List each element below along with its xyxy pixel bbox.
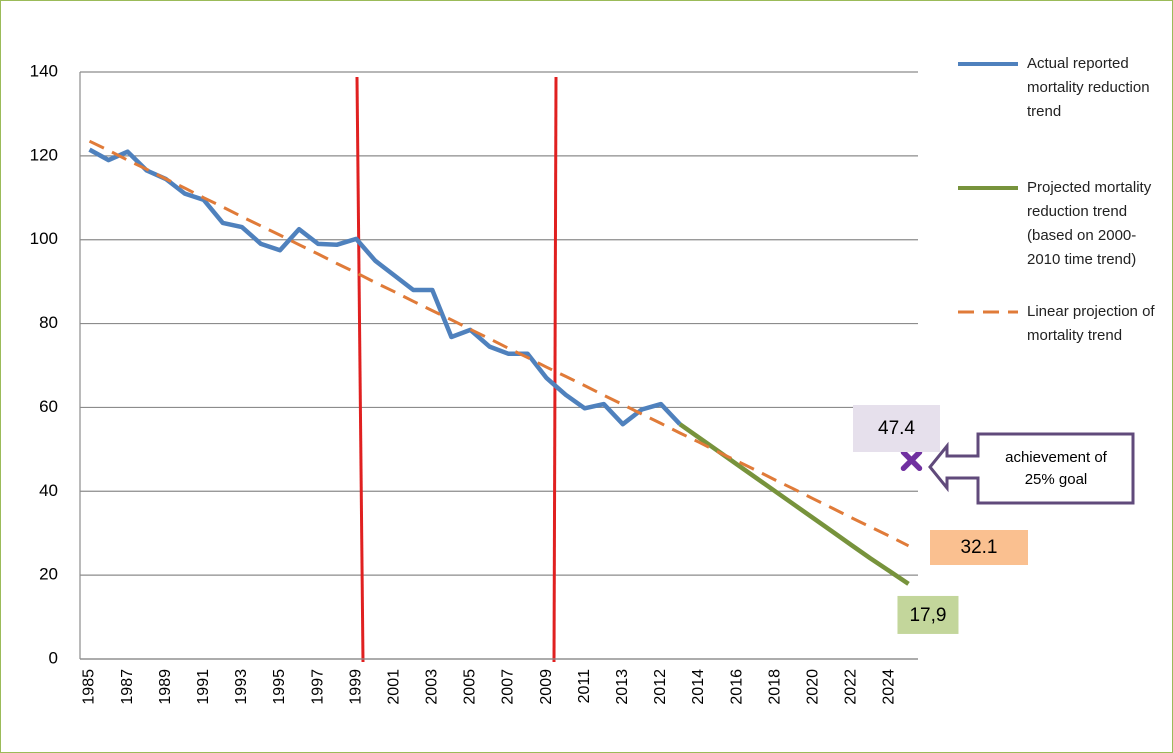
x-tick-label: 1989 — [157, 669, 174, 705]
x-tick-label: 1991 — [195, 669, 212, 705]
annotation: 32.1 — [930, 530, 1028, 565]
x-tick-label: 2009 — [538, 669, 555, 705]
x-tick-label: 2018 — [766, 669, 783, 705]
x-tick-label: 2012 — [652, 669, 669, 705]
x-tick-label: 2011 — [576, 669, 593, 704]
x-tick-label: 2016 — [728, 669, 745, 705]
x-tick-label: 2007 — [500, 669, 517, 705]
x-tick-label: 2024 — [881, 669, 898, 705]
y-tick-label: 0 — [49, 648, 58, 667]
legend-label: Linear projection of mortality trend — [1027, 303, 1155, 344]
x-tick-label: 2003 — [424, 669, 441, 705]
x-tick-label: 2020 — [804, 669, 821, 705]
series-line — [88, 139, 910, 548]
x-tick-label: 2013 — [614, 669, 631, 705]
x-tick-label: 2001 — [385, 669, 402, 705]
y-tick-label: 40 — [39, 481, 58, 500]
y-tick-label: 80 — [39, 313, 58, 332]
y-tick-label: 60 — [39, 397, 58, 416]
x-tick-label: 2005 — [462, 669, 479, 705]
value-label: 17,9 — [909, 605, 946, 626]
legend-label: Projected mortality reduction trend (bas… — [1027, 179, 1152, 268]
y-tick-label: 140 — [30, 61, 58, 80]
y-tick-label: 100 — [30, 229, 58, 248]
x-tick-label: 1999 — [347, 669, 364, 705]
x-tick-label: 1993 — [233, 669, 250, 705]
goal-marker — [900, 449, 923, 472]
x-tick-label: 1995 — [271, 669, 288, 705]
goal-label: 47.4 — [853, 405, 940, 452]
goal-note: achievement of 25% goal — [1005, 448, 1107, 488]
legend-label: Actual reported mortality reduction tren… — [1027, 55, 1150, 120]
marker-line — [552, 76, 558, 663]
x-tick-label: 2022 — [843, 669, 860, 705]
x-tick-label: 1987 — [119, 669, 136, 705]
x-tick-label: 1985 — [81, 669, 98, 705]
x-tick-label: 2014 — [690, 669, 707, 705]
goal-arrow — [928, 432, 1135, 505]
y-tick-label: 20 — [39, 565, 58, 584]
series-line — [88, 147, 682, 427]
y-tick-label: 120 — [30, 145, 58, 164]
x-tick-label: 1997 — [309, 669, 326, 705]
marker-line — [355, 76, 365, 663]
value-label-box — [897, 595, 959, 634]
